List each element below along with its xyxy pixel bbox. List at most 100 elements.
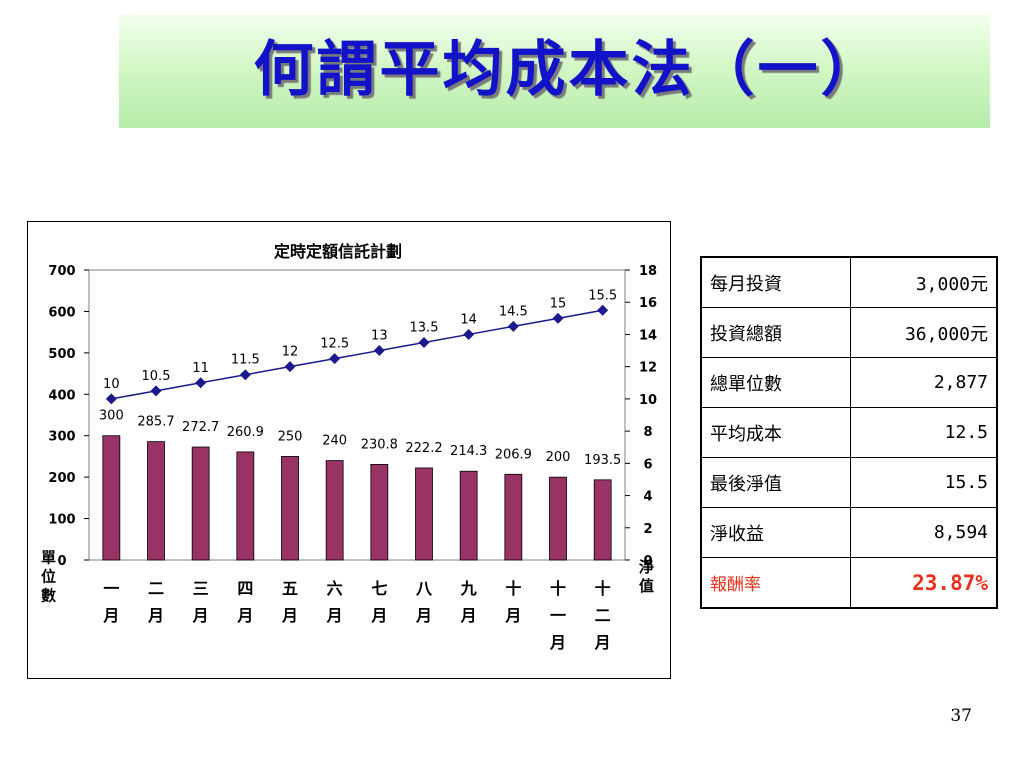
line-value-label: 12.5 <box>320 337 349 352</box>
bar-value-label: 285.7 <box>137 415 174 430</box>
summary-label: 每月投資 <box>700 256 851 308</box>
x-tick-label: 八月 <box>415 579 433 625</box>
x-tick-char: 八 <box>415 579 433 598</box>
line-point <box>597 304 609 316</box>
y2-tick-label: 12 <box>639 361 657 376</box>
chart-title: 定時定額信託計劃 <box>273 242 402 261</box>
y-tick-label: 200 <box>48 471 75 486</box>
bar-value-label: 260.9 <box>227 425 264 440</box>
y2-tick-label: 14 <box>639 328 657 343</box>
x-tick-label: 二月 <box>147 579 164 625</box>
x-tick-char: 二 <box>595 606 611 625</box>
x-tick-char: 月 <box>326 606 343 625</box>
bar <box>191 446 210 561</box>
line-point <box>507 320 519 332</box>
x-tick-char: 十 <box>595 579 611 598</box>
line-value-label: 14.5 <box>499 304 528 319</box>
x-tick-char: 十 <box>505 579 521 598</box>
bar-value-label: 272.7 <box>182 420 219 435</box>
bar-value-label: 214.3 <box>450 444 487 459</box>
bar-value-label: 200 <box>546 450 571 465</box>
bar <box>281 456 299 561</box>
summary-label: 平均成本 <box>700 407 851 458</box>
x-tick-char: 月 <box>549 633 566 652</box>
y2-axis-title: 淨值 <box>637 558 655 597</box>
bar-value-label: 230.8 <box>361 437 398 452</box>
y2-tick-label: 10 <box>639 393 657 408</box>
x-tick-label: 四月 <box>236 579 253 625</box>
bar <box>593 479 612 561</box>
x-tick-char: 七 <box>371 579 387 598</box>
y-tick-label: 500 <box>48 347 75 362</box>
line-value-label: 10 <box>103 377 120 392</box>
summary-body: 每月投資 3,000元 投資總額 36,000元 總單位數 2,877 平均成本 12.5 最後… <box>700 256 998 609</box>
x-tick-char: 月 <box>192 606 209 625</box>
page-number: 37 <box>950 706 972 726</box>
x-tick-label: 五月 <box>281 579 298 625</box>
line-series <box>111 309 603 400</box>
x-tick-label: 十一月 <box>549 579 566 652</box>
slide-title: 何謂平均成本法（一） <box>253 35 884 105</box>
line-value-label: 13 <box>371 329 388 344</box>
x-tick-label: 一月 <box>102 579 119 625</box>
line-point <box>284 361 296 373</box>
line-value-label: 14 <box>460 312 477 327</box>
summary-row: 投資總額 36,000元 <box>700 307 998 358</box>
summary-row: 每月投資 3,000元 <box>700 256 998 308</box>
summary-row: 報酬率 23.87% <box>700 557 998 609</box>
line-point <box>239 369 251 381</box>
line-value-label: 13.5 <box>410 321 439 336</box>
line-point <box>373 345 385 357</box>
bar <box>236 451 255 561</box>
y2-tick-label: 8 <box>643 425 652 440</box>
summary-row: 總單位數 2,877 <box>700 357 998 408</box>
line-value-label: 15 <box>550 296 567 311</box>
x-tick-char: 四 <box>237 579 253 598</box>
bar-value-label: 240 <box>322 434 347 449</box>
line-point <box>463 328 475 340</box>
summary-value: 2,877 <box>850 357 998 408</box>
x-tick-label: 十月 <box>504 579 521 625</box>
bar <box>147 441 165 561</box>
y2-tick-label: 4 <box>643 490 652 505</box>
bar-value-label: 206.9 <box>495 447 532 462</box>
bar-value-label: 250 <box>278 429 303 444</box>
x-tick-char: 月 <box>102 606 119 625</box>
plot-layer: 0 100 200 300 400 500 600 700 0 2 4 6 8 10 12 14 16 18 單位數… <box>39 264 657 652</box>
y2-tick-label: 16 <box>639 296 657 311</box>
y-tick-label: 0 <box>57 554 66 569</box>
summary-label: 最後淨值 <box>700 457 851 508</box>
chart-svg: 定時定額信託計劃 0 100 200 300 400 500 600 700 0 2 4 6 8 10 12… <box>39 242 657 652</box>
summary-row: 最後淨值 15.5 <box>700 457 998 508</box>
summary-value: 36,000元 <box>850 307 998 358</box>
x-tick-char: 月 <box>147 606 164 625</box>
y-tick-label: 600 <box>48 305 75 320</box>
bar <box>102 435 121 561</box>
y-tick-label: 300 <box>48 430 75 445</box>
x-tick-char: 月 <box>594 633 611 652</box>
bar <box>370 463 389 561</box>
summary-value: 15.5 <box>850 457 998 508</box>
summary-label: 總單位數 <box>700 357 851 408</box>
summary-label: 淨收益 <box>700 507 851 558</box>
x-tick-label: 十二月 <box>594 579 611 652</box>
summary-row: 淨收益 8,594 <box>700 507 998 558</box>
bar <box>504 473 523 561</box>
y-tick-label: 700 <box>48 264 75 279</box>
line-point <box>150 385 162 397</box>
x-tick-label: 七月 <box>370 579 387 625</box>
x-tick-char: 九 <box>460 579 477 598</box>
y2-tick-label: 6 <box>643 457 652 472</box>
x-tick-label: 六月 <box>326 579 343 625</box>
bar <box>459 470 478 561</box>
x-tick-char: 一 <box>550 606 566 625</box>
bar <box>325 460 344 561</box>
x-tick-char: 月 <box>370 606 387 625</box>
line-value-label: 10.5 <box>142 369 171 384</box>
summary-value: 12.5 <box>850 407 998 458</box>
summary-value: 3,000元 <box>850 256 998 308</box>
x-tick-char: 月 <box>460 606 477 625</box>
line-point <box>329 353 341 365</box>
y2-tick-label: 2 <box>643 522 652 537</box>
y2-tick-label: 0 <box>643 554 652 569</box>
